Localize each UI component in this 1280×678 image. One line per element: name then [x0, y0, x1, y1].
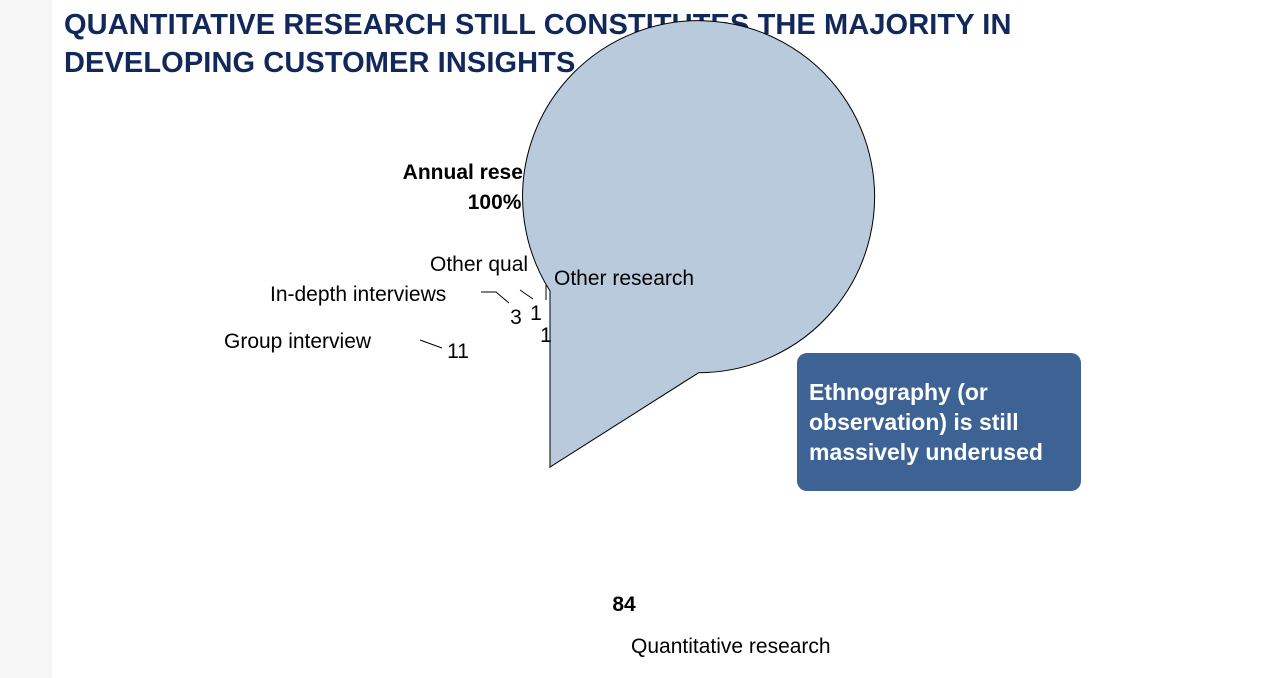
category-label-other-qual: Other qual: [430, 253, 528, 276]
pie-slice-quantitative-research: [522, 20, 876, 468]
leader-line-in-depth-interviews: [481, 291, 510, 304]
callout-text: Ethnography (or observation) is still ma…: [809, 379, 1043, 465]
slide-title-line-2: DEVELOPING CUSTOMER INSIGHTS: [64, 47, 576, 79]
value-label-other-qual: 1: [530, 302, 542, 325]
category-label-other-research: Other research: [554, 267, 694, 290]
pie-labels: 1 Other research 1 Other qual 3 In-depth inte…: [224, 253, 831, 658]
category-label-group-interview: Group interview: [224, 330, 372, 353]
left-margin-strip: [0, 0, 52, 678]
pie-slices: [522, 20, 876, 469]
value-label-group-interview: 11: [447, 340, 469, 363]
value-label-quantitative-research: 84: [612, 593, 636, 616]
leader-line-other-qual: [519, 289, 534, 300]
leader-line-group-interview: [419, 339, 443, 349]
value-label-other-research: 1: [540, 324, 552, 347]
slide-title: QUANTITATIVE RESEARCH STILL CONSTITUTES …: [64, 6, 1214, 82]
category-label-quantitative-research: Quantitative research: [631, 635, 831, 658]
category-label-in-depth-interviews: In-depth interviews: [270, 283, 446, 306]
slide-title-line-1: QUANTITATIVE RESEARCH STILL CONSTITUTES …: [64, 9, 1012, 41]
value-label-in-depth-interviews: 3: [510, 306, 522, 329]
ethnography-callout: Ethnography (or observation) is still ma…: [797, 353, 1081, 491]
